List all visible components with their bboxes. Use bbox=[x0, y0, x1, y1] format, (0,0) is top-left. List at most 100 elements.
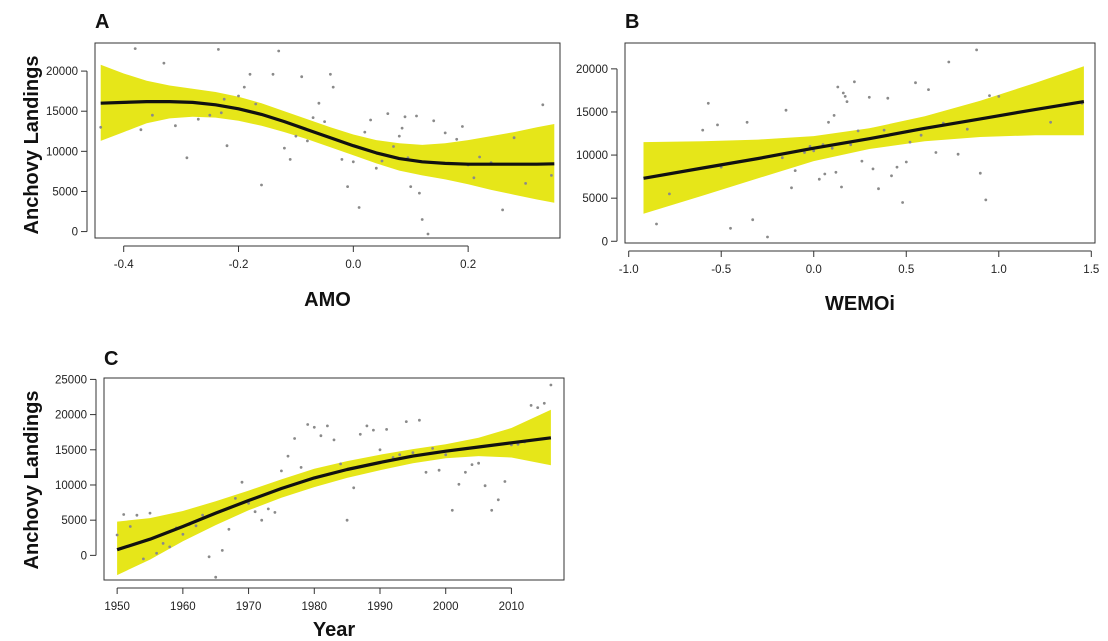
panel-b-data-point bbox=[701, 128, 705, 132]
panel-c-data-point bbox=[240, 480, 244, 484]
panel-b-data-point bbox=[871, 167, 875, 171]
panel-c-y-tick-label: 25000 bbox=[55, 374, 87, 386]
panel-b-data-point bbox=[965, 127, 969, 131]
panel-b-plot-frame bbox=[624, 42, 1096, 244]
panel-c-y-axis-title: Anchovy Landings bbox=[21, 391, 43, 570]
panel-c-data-point bbox=[549, 383, 553, 387]
panel-c-x-tick-label: 1960 bbox=[170, 601, 196, 613]
panel-c-data-point bbox=[444, 453, 448, 457]
panel-b-y-tick-label: 0 bbox=[602, 236, 608, 248]
panel-a-data-point bbox=[461, 125, 464, 128]
panel-b-y-tick-label: 20000 bbox=[576, 64, 608, 76]
panel-b-x-tick-label: -0.5 bbox=[711, 264, 731, 276]
panel-b-data-point bbox=[745, 120, 749, 124]
panel-a-data-point bbox=[380, 159, 384, 163]
panel-a-data-point bbox=[237, 94, 240, 98]
panel-b-data-point bbox=[895, 165, 899, 169]
panel-b-data-point bbox=[853, 80, 856, 84]
panel-c-data-point bbox=[457, 482, 461, 486]
panel-a-data-point bbox=[346, 185, 349, 189]
panel-b-fitted-line bbox=[643, 100, 1085, 180]
panel-b-data-point bbox=[840, 185, 843, 189]
panel-b-data-point bbox=[978, 171, 982, 175]
panel-c-data-point bbox=[155, 551, 159, 555]
panel-a-y-tick-label: 15000 bbox=[46, 106, 78, 118]
panel-c-plot-frame bbox=[103, 377, 565, 581]
panel-a-data-point bbox=[225, 144, 229, 148]
panel-a-data-point bbox=[415, 114, 418, 118]
panel-c-data-point bbox=[464, 470, 467, 474]
panel-c-data-point bbox=[352, 486, 356, 490]
panel-c-data-point bbox=[319, 434, 323, 438]
panel-a-x-axis-title: AMO bbox=[304, 289, 351, 311]
panel-a-data-point bbox=[185, 156, 189, 160]
panel-c-data-point bbox=[260, 518, 264, 522]
panel-b-data-point bbox=[908, 140, 912, 144]
panel-c-data-point bbox=[490, 508, 494, 512]
panel-c-data-point bbox=[365, 424, 369, 428]
panel-b-data-point bbox=[784, 108, 788, 112]
panel-b-data-point bbox=[849, 143, 853, 147]
panel-a-data-point bbox=[455, 137, 459, 141]
panel-a-data-point bbox=[151, 113, 154, 117]
panel-a-data-point bbox=[271, 72, 275, 76]
panel-c-x-tick-label: 1950 bbox=[104, 601, 130, 613]
panel-a-x-tick-label: -0.4 bbox=[114, 259, 134, 271]
panel-a-data-point bbox=[288, 158, 292, 161]
panel-a-data-point bbox=[277, 49, 281, 53]
panel-a-data-point bbox=[242, 85, 246, 89]
panel-c-data-point bbox=[299, 466, 303, 469]
panel-c-data-point bbox=[437, 468, 441, 472]
panel-b-data-point bbox=[860, 159, 864, 163]
panel-a-data-point bbox=[133, 47, 137, 50]
panel-a-fitted-line bbox=[100, 100, 555, 166]
panel-c-letter: C bbox=[104, 348, 118, 370]
panel-c-data-point bbox=[273, 511, 277, 514]
panel-c-data-point bbox=[194, 524, 198, 528]
panel-b-x-axis-title: WEMOi bbox=[825, 293, 895, 315]
panel-a-data-point bbox=[524, 182, 527, 185]
panel-a-data-point bbox=[357, 206, 361, 209]
panel-b-data-point bbox=[956, 152, 960, 156]
panel-b-x-tick-label: -1.0 bbox=[619, 264, 639, 276]
panel-c-data-point bbox=[115, 533, 119, 537]
panel-c-y-tick-label: 5000 bbox=[61, 515, 87, 527]
panel-b-data-point bbox=[668, 192, 671, 196]
panel-c-y-tick-label: 20000 bbox=[55, 410, 87, 422]
panel-b-data-point bbox=[984, 198, 988, 202]
panel-a-data-point bbox=[323, 120, 326, 123]
panel-a-data-point bbox=[550, 174, 553, 177]
panel-a-data-point bbox=[392, 145, 395, 148]
panel-a-data-point bbox=[311, 116, 315, 119]
panel-a-data-point bbox=[351, 160, 355, 164]
panel-a-data-point bbox=[374, 166, 378, 170]
panel-b-data-point bbox=[843, 95, 847, 98]
panel-c-y-tick-label: 10000 bbox=[55, 480, 87, 492]
panel-b-data-point bbox=[904, 160, 908, 164]
panel-a-y-axis-title: Anchovy Landings bbox=[21, 56, 43, 235]
panel-c-x-tick-label: 1980 bbox=[301, 601, 327, 613]
panel-c-data-point bbox=[142, 557, 145, 561]
panel-a-data-point bbox=[174, 124, 177, 128]
panel-b-x-tick-label: 0.0 bbox=[806, 264, 822, 276]
panel-a-data-point bbox=[317, 101, 321, 105]
panel-a-data-point bbox=[400, 126, 404, 130]
panel-b-data-point bbox=[803, 151, 806, 154]
panel-c-data-point bbox=[280, 469, 283, 473]
panel-c-data-point bbox=[398, 453, 402, 457]
panel-a-data-point bbox=[217, 48, 220, 51]
panel-c-data-point bbox=[201, 513, 205, 517]
panel-a-data-point bbox=[340, 158, 344, 161]
panel-a-data-point bbox=[260, 183, 263, 187]
panel-c-data-point bbox=[148, 511, 152, 515]
panel-b-data-point bbox=[988, 94, 991, 97]
panel-c-data-point bbox=[477, 461, 480, 465]
panel-a-data-point bbox=[443, 131, 447, 135]
panel-b-x-tick-label: 1.0 bbox=[991, 264, 1007, 276]
panel-b-data-point bbox=[817, 177, 821, 181]
panel-c-fitted-line bbox=[116, 436, 552, 552]
panel-c-x-axis-title: Year bbox=[313, 619, 355, 641]
panel-c-x-tick-label: 1990 bbox=[367, 601, 393, 613]
panel-c-data-point bbox=[339, 462, 342, 466]
panel-c-data-point bbox=[234, 497, 237, 500]
